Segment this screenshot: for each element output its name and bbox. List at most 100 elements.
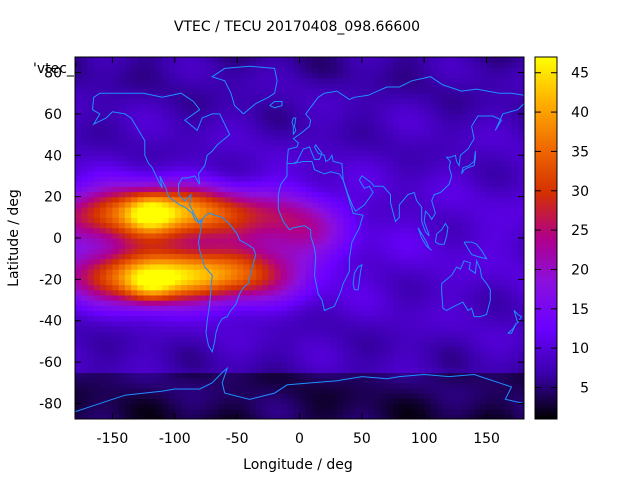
heatmap-cell bbox=[492, 181, 500, 187]
heatmap-cell bbox=[380, 393, 388, 399]
heatmap-cell bbox=[499, 393, 506, 399]
heatmap-cell bbox=[156, 325, 163, 332]
heatmap-cell bbox=[87, 387, 95, 394]
heatmap-cell bbox=[299, 134, 307, 141]
heatmap-cell bbox=[237, 294, 244, 301]
heatmap-cell bbox=[417, 269, 425, 275]
heatmap-cell bbox=[374, 263, 382, 270]
heatmap-cell bbox=[118, 134, 126, 141]
heatmap-cell bbox=[230, 289, 238, 296]
heatmap-cell bbox=[106, 305, 114, 311]
heatmap-cell bbox=[499, 98, 506, 105]
heatmap-cell bbox=[199, 150, 207, 156]
heatmap-cell bbox=[249, 331, 257, 337]
heatmap-cell bbox=[336, 155, 344, 162]
heatmap-cell bbox=[499, 129, 506, 136]
heatmap-cell bbox=[93, 325, 101, 332]
heatmap-cell bbox=[212, 108, 220, 115]
heatmap-cell bbox=[436, 77, 444, 84]
heatmap-cell bbox=[461, 325, 469, 332]
heatmap-cell bbox=[386, 62, 394, 68]
heatmap-cell bbox=[99, 103, 107, 110]
heatmap-cell bbox=[492, 238, 500, 244]
heatmap-cell bbox=[131, 196, 138, 203]
heatmap-cell bbox=[311, 134, 319, 141]
heatmap-cell bbox=[193, 124, 201, 130]
heatmap-cell bbox=[212, 191, 220, 198]
heatmap-cell bbox=[399, 325, 407, 332]
heatmap-cell bbox=[411, 300, 419, 306]
heatmap-cell bbox=[442, 372, 450, 379]
heatmap-cell bbox=[262, 346, 269, 353]
heatmap-cell bbox=[499, 269, 506, 275]
heatmap-cell bbox=[417, 253, 425, 260]
heatmap-cell bbox=[499, 263, 506, 270]
heatmap-cell bbox=[505, 72, 513, 79]
heatmap-cell bbox=[156, 150, 163, 156]
heatmap-cell bbox=[467, 196, 475, 203]
heatmap-cell bbox=[393, 119, 400, 125]
heatmap-cell bbox=[361, 113, 369, 120]
heatmap-cell bbox=[243, 310, 251, 317]
heatmap-cell bbox=[449, 320, 457, 327]
heatmap-cell bbox=[305, 227, 313, 234]
heatmap-cell bbox=[262, 124, 269, 130]
heatmap-cell bbox=[355, 170, 363, 177]
heatmap-cell bbox=[193, 408, 201, 415]
heatmap-cell bbox=[230, 398, 238, 405]
heatmap-cell bbox=[424, 341, 432, 348]
heatmap-cell bbox=[386, 393, 394, 399]
heatmap-cell bbox=[486, 82, 494, 89]
heatmap-cell bbox=[324, 367, 332, 374]
heatmap-cell bbox=[417, 300, 425, 306]
heatmap-cell bbox=[237, 351, 244, 358]
heatmap-cell bbox=[349, 150, 357, 156]
heatmap-cell bbox=[112, 165, 120, 172]
heatmap-cell bbox=[112, 88, 120, 94]
heatmap-cell bbox=[449, 305, 457, 311]
heatmap-cell bbox=[374, 113, 382, 120]
heatmap-cell bbox=[430, 155, 438, 162]
heatmap-cell bbox=[218, 336, 226, 343]
heatmap-cell bbox=[399, 124, 407, 130]
heatmap-cell bbox=[293, 289, 301, 296]
heatmap-cell bbox=[349, 181, 357, 187]
heatmap-cell bbox=[349, 170, 357, 177]
heatmap-cell bbox=[224, 248, 232, 255]
heatmap-cell bbox=[87, 362, 95, 368]
heatmap-cell bbox=[467, 413, 475, 419]
heatmap-cell bbox=[199, 222, 207, 229]
heatmap-cell bbox=[168, 57, 176, 63]
heatmap-cell bbox=[143, 253, 151, 260]
heatmap-cell bbox=[193, 387, 201, 394]
heatmap-cell bbox=[449, 62, 457, 68]
heatmap-cell bbox=[218, 124, 226, 130]
heatmap-cell bbox=[218, 191, 226, 198]
heatmap-cell bbox=[449, 362, 457, 368]
heatmap-cell bbox=[449, 150, 457, 156]
heatmap-cell bbox=[274, 93, 282, 99]
heatmap-cell bbox=[368, 206, 375, 213]
heatmap-cell bbox=[262, 191, 269, 198]
heatmap-cell bbox=[162, 248, 170, 255]
heatmap-cell bbox=[492, 413, 500, 419]
heatmap-cell bbox=[143, 134, 151, 141]
heatmap-cell bbox=[517, 398, 524, 405]
heatmap-cell bbox=[424, 336, 432, 343]
heatmap-cell bbox=[436, 263, 444, 270]
heatmap-cell bbox=[430, 336, 438, 343]
heatmap-cell bbox=[336, 351, 344, 358]
heatmap-cell bbox=[99, 346, 107, 353]
heatmap-cell bbox=[205, 408, 213, 415]
heatmap-cell bbox=[287, 372, 294, 379]
heatmap-cell bbox=[174, 413, 182, 419]
heatmap-cell bbox=[168, 129, 176, 136]
heatmap-cell bbox=[499, 88, 506, 94]
heatmap-cell bbox=[199, 232, 207, 239]
heatmap-cell bbox=[193, 160, 201, 167]
heatmap-cell bbox=[224, 274, 232, 280]
heatmap-cell bbox=[467, 67, 475, 74]
heatmap-cell bbox=[343, 129, 350, 136]
heatmap-cell bbox=[318, 191, 326, 198]
heatmap-cell bbox=[224, 206, 232, 213]
